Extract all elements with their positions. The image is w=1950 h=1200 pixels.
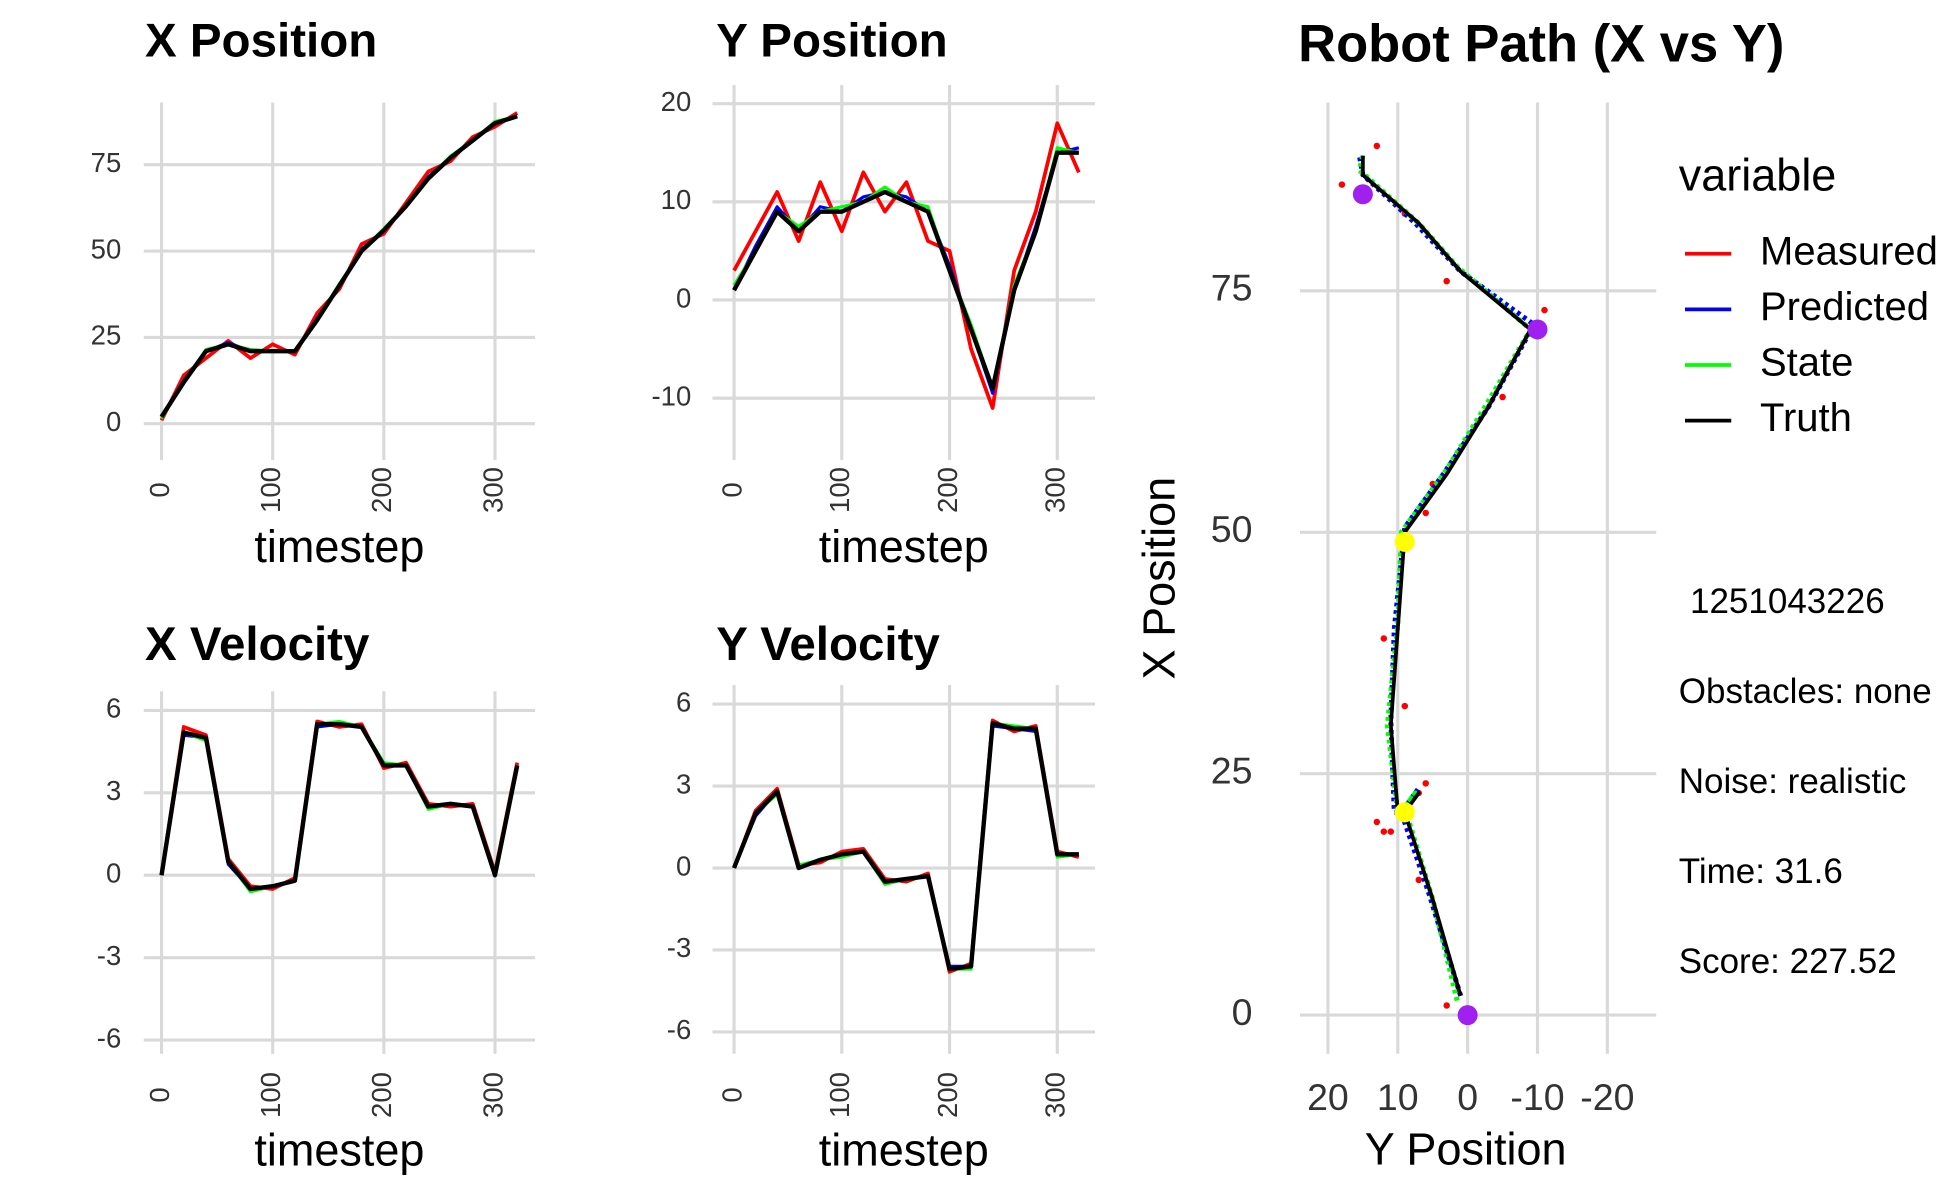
x-axis-title: timestep [819,1125,989,1176]
chart-title: Robot Path (X vs Y) [1298,14,1784,73]
y-tick-label: 3 [106,775,121,806]
y-tick-label: -3 [667,932,691,963]
x-axis-title: timestep [819,521,989,572]
y-tick-label: 20 [661,86,692,117]
measured-point [1443,1002,1450,1009]
measured-point [1387,828,1395,835]
x-tick-label: 100 [255,467,286,513]
x-tick-label: 0 [716,482,747,497]
waypoint-marker [1394,802,1415,823]
y-tick-label: 6 [106,693,121,724]
y-tick-label: 6 [676,686,691,717]
measured-point [1373,818,1381,826]
series-line [732,721,1079,972]
x-tick-label: 300 [1040,467,1071,513]
y-axis-title: X Position [1133,477,1184,680]
x-axis-title: timestep [254,1125,424,1176]
x-tick-label: 0 [144,482,175,497]
measured-point [1380,635,1388,642]
x-tick-label: 300 [477,1072,508,1118]
x-tick-label: 200 [366,1072,397,1118]
measured-point [1422,780,1429,787]
series-line [160,114,518,418]
series-line [160,114,518,420]
x-tick-label: -20 [1580,1076,1634,1118]
x-tick-label: 300 [1040,1072,1071,1118]
y-tick-label: -6 [97,1022,121,1053]
series-line [732,724,1079,968]
y-tick-label: 0 [676,282,691,313]
measured-point [1422,509,1429,517]
measured-point [1338,181,1346,188]
legend-label: Measured [1760,229,1938,273]
x-tick-label: 100 [255,1072,286,1118]
y-tick-label: 50 [1211,508,1253,550]
x-tick-label: 0 [144,1087,175,1102]
y-tick-label: 3 [676,768,691,799]
measured-point [1415,876,1422,884]
legend-title: variable [1679,150,1837,201]
measured-point [1499,393,1506,401]
y-tick-label: 0 [106,406,121,437]
x-tick-label: 0 [1457,1076,1478,1118]
x-tick-label: 0 [716,1087,747,1102]
x-tick-label: 100 [824,1072,855,1118]
x-tick-label: 200 [366,467,397,513]
series-line [732,718,1080,974]
path-line [1356,155,1534,1002]
series-line [732,150,1079,391]
y-tick-label: 0 [106,858,121,889]
y-tick-label: 0 [1232,991,1253,1033]
annotation: Noise: realistic [1679,762,1907,801]
x-tick-label: 300 [477,467,508,513]
x-tick-label: 200 [932,1072,963,1118]
y-tick-label: 25 [1211,750,1253,792]
legend-label: State [1760,341,1853,385]
series-line [732,721,1080,971]
annotation: Obstacles: none [1679,672,1932,711]
y-tick-label: -3 [97,940,121,971]
waypoint-marker [1352,184,1373,205]
measured-point [1443,277,1450,285]
chart-title: Y Velocity [716,618,940,671]
legend-label: Predicted [1760,285,1929,329]
legend-label: Truth [1760,396,1852,440]
y-tick-label: 75 [91,147,122,178]
x-tick-label: 200 [932,467,963,513]
series-line [732,121,1081,410]
annotation: Score: 227.52 [1679,942,1897,981]
x-tick-label: 100 [824,467,855,513]
series-line [159,111,519,422]
x-tick-label: -10 [1510,1076,1564,1118]
waypoint-marker [1394,531,1415,552]
y-tick-label: -10 [652,380,692,411]
x-tick-label: 10 [1377,1076,1419,1118]
waypoint-marker [1527,319,1548,340]
y-tick-label: 75 [1211,267,1253,309]
annotation: 1251043226 [1690,582,1885,621]
measured-point [1401,702,1409,710]
waypoint-marker [1457,1005,1478,1026]
y-tick-label: 10 [661,184,692,215]
measured-point [1380,828,1388,835]
chart-title: X Velocity [145,618,370,671]
annotation: Time: 31.6 [1679,852,1843,891]
series-line [159,114,518,419]
series-line [159,722,520,892]
path-line [1360,155,1533,997]
y-tick-label: 25 [91,320,122,351]
x-tick-label: 20 [1307,1076,1349,1118]
chart-title: X Position [145,14,377,67]
measured-point [1541,306,1548,314]
x-axis-title: timestep [254,521,424,572]
measured-point [1373,142,1381,150]
path-line [1356,155,1537,997]
y-tick-label: 50 [91,233,122,264]
x-axis-title: Y Position [1365,1123,1567,1174]
chart-title: Y Position [716,14,947,67]
y-tick-label: -6 [667,1014,691,1045]
y-tick-label: 0 [676,850,691,881]
